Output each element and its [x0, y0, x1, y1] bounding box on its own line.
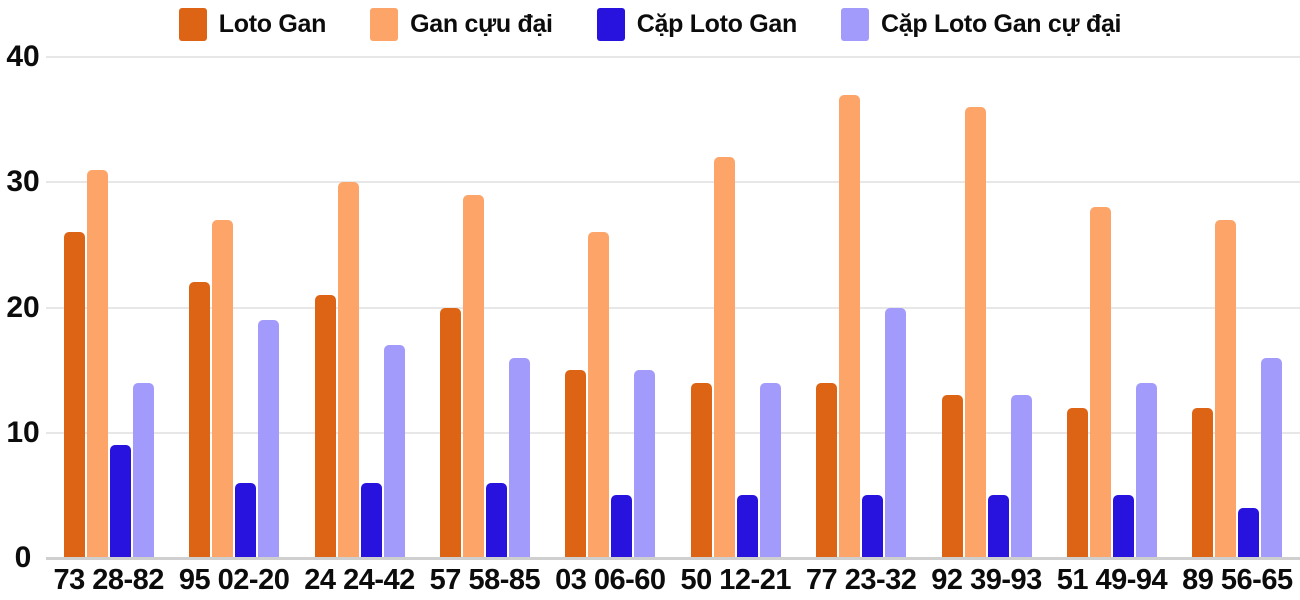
y-tick-label: 10 [6, 415, 40, 449]
bar-loto-gan[interactable] [314, 294, 336, 558]
gridline [46, 181, 1300, 184]
bar-cap-loto-gan-cu-dai[interactable] [508, 357, 530, 558]
bar-loto-gan[interactable] [1066, 407, 1088, 558]
bar-loto-gan[interactable] [816, 382, 838, 558]
legend-item-cap-loto-gan-cu-dai[interactable]: Cặp Loto Gan cự đại [841, 8, 1122, 41]
bar-gan-cuu-dai[interactable] [964, 107, 986, 558]
legend-swatch-icon [841, 8, 869, 41]
legend-item-loto-gan[interactable]: Loto Gan [178, 8, 327, 41]
bar-loto-gan[interactable] [565, 370, 587, 558]
bar-gan-cuu-dai[interactable] [462, 194, 484, 558]
x-tick-label: 51 49-94 [1056, 564, 1168, 596]
legend-item-gan-cuu-dai[interactable]: Gan cựu đại [370, 8, 553, 41]
legend-item-cap-loto-gan[interactable]: Cặp Loto Gan [596, 8, 798, 41]
bar-cap-loto-gan[interactable] [1112, 495, 1134, 558]
legend-swatch-icon [596, 8, 625, 41]
legend: Loto Gan Gan cựu đại Cặp Loto Gan Cặp Loto … [0, 8, 1300, 41]
x-tick-label: 73 28-82 [53, 564, 164, 596]
bar-gan-cuu-dai[interactable] [588, 232, 610, 558]
bar-gan-cuu-dai[interactable] [839, 94, 861, 558]
bar-group-95-02-20 [171, 57, 296, 558]
legend-label: Cặp Loto Gan [636, 10, 798, 38]
legend-swatch-icon [178, 8, 207, 41]
x-tick-label: 95 02-20 [178, 564, 290, 596]
bar-cap-loto-gan[interactable] [736, 495, 758, 558]
y-tick-label: 30 [6, 165, 40, 199]
bar-gan-cuu-dai[interactable] [86, 169, 108, 558]
gridlines [46, 56, 1300, 560]
bar-cap-loto-gan-cu-dai[interactable] [885, 307, 907, 558]
bar-loto-gan[interactable] [941, 395, 963, 558]
bar-cap-loto-gan-cu-dai[interactable] [1261, 357, 1283, 558]
bar-group-03-06-60 [548, 57, 673, 558]
bar-loto-gan[interactable] [1192, 407, 1214, 558]
bar-group-92-39-93 [924, 57, 1049, 558]
bar-gan-cuu-dai[interactable] [337, 182, 359, 558]
bar-group-89-56-65 [1175, 57, 1300, 558]
bar-group-77-23-32 [798, 57, 923, 558]
bar-cap-loto-gan[interactable] [235, 482, 257, 558]
bar-group-51-49-94 [1049, 57, 1174, 558]
bar-cap-loto-gan[interactable] [360, 482, 382, 558]
x-axis-line [46, 556, 1300, 560]
bar-cap-loto-gan[interactable] [862, 495, 884, 558]
y-tick-label: 40 [6, 40, 40, 73]
bar-loto-gan[interactable] [63, 232, 85, 558]
bar-cap-loto-gan-cu-dai[interactable] [1135, 382, 1157, 558]
bar-group-50-12-21 [673, 57, 798, 558]
x-axis: 73 28-82 95 02-20 24 24-42 57 58-85 03 06-60… [46, 563, 1300, 598]
bar-gan-cuu-dai[interactable] [212, 219, 234, 558]
legend-label: Cặp Loto Gan cự đại [881, 10, 1122, 38]
bar-cap-loto-gan-cu-dai[interactable] [1010, 395, 1032, 558]
gridline [46, 306, 1300, 309]
bar-cap-loto-gan-cu-dai[interactable] [759, 382, 781, 558]
gridline [46, 431, 1300, 434]
gridline [46, 56, 1300, 58]
bar-cap-loto-gan-cu-dai[interactable] [132, 382, 154, 558]
bar-cap-loto-gan[interactable] [1238, 507, 1260, 558]
bar-group-57-58-85 [422, 57, 547, 558]
x-tick-label: 92 39-93 [931, 564, 1042, 596]
bar-cap-loto-gan-cu-dai[interactable] [634, 370, 656, 558]
bar-cap-loto-gan[interactable] [987, 495, 1009, 558]
x-tick-label: 03 06-60 [555, 564, 666, 596]
y-axis: 0 10 20 30 40 [0, 42, 46, 573]
plot-area [46, 56, 1300, 560]
bar-cap-loto-gan[interactable] [109, 445, 131, 558]
x-tick-label: 77 23-32 [805, 564, 917, 596]
x-tick-label: 89 56-65 [1182, 564, 1293, 596]
bar-loto-gan[interactable] [690, 382, 712, 558]
bar-gan-cuu-dai[interactable] [1089, 207, 1111, 558]
bar-cap-loto-gan-cu-dai[interactable] [258, 320, 280, 558]
bar-gan-cuu-dai[interactable] [1215, 219, 1237, 558]
bar-gan-cuu-dai[interactable] [713, 157, 735, 558]
bar-group-73-28-82 [46, 57, 171, 558]
y-tick-label: 0 [14, 541, 32, 574]
x-tick-label: 57 58-85 [429, 564, 541, 596]
bar-cap-loto-gan[interactable] [485, 482, 507, 558]
y-tick-label: 20 [6, 290, 40, 324]
bar-loto-gan[interactable] [189, 282, 211, 558]
bar-loto-gan[interactable] [439, 307, 461, 558]
legend-swatch-icon [370, 8, 399, 41]
x-tick-label: 24 24-42 [304, 564, 415, 596]
bar-groups [46, 57, 1300, 558]
x-tick-label: 50 12-21 [680, 564, 791, 596]
bar-cap-loto-gan[interactable] [611, 495, 633, 558]
bar-cap-loto-gan-cu-dai[interactable] [383, 345, 405, 558]
legend-label: Loto Gan [218, 10, 327, 38]
bar-group-24-24-42 [297, 57, 422, 558]
legend-label: Gan cựu đại [410, 10, 553, 38]
